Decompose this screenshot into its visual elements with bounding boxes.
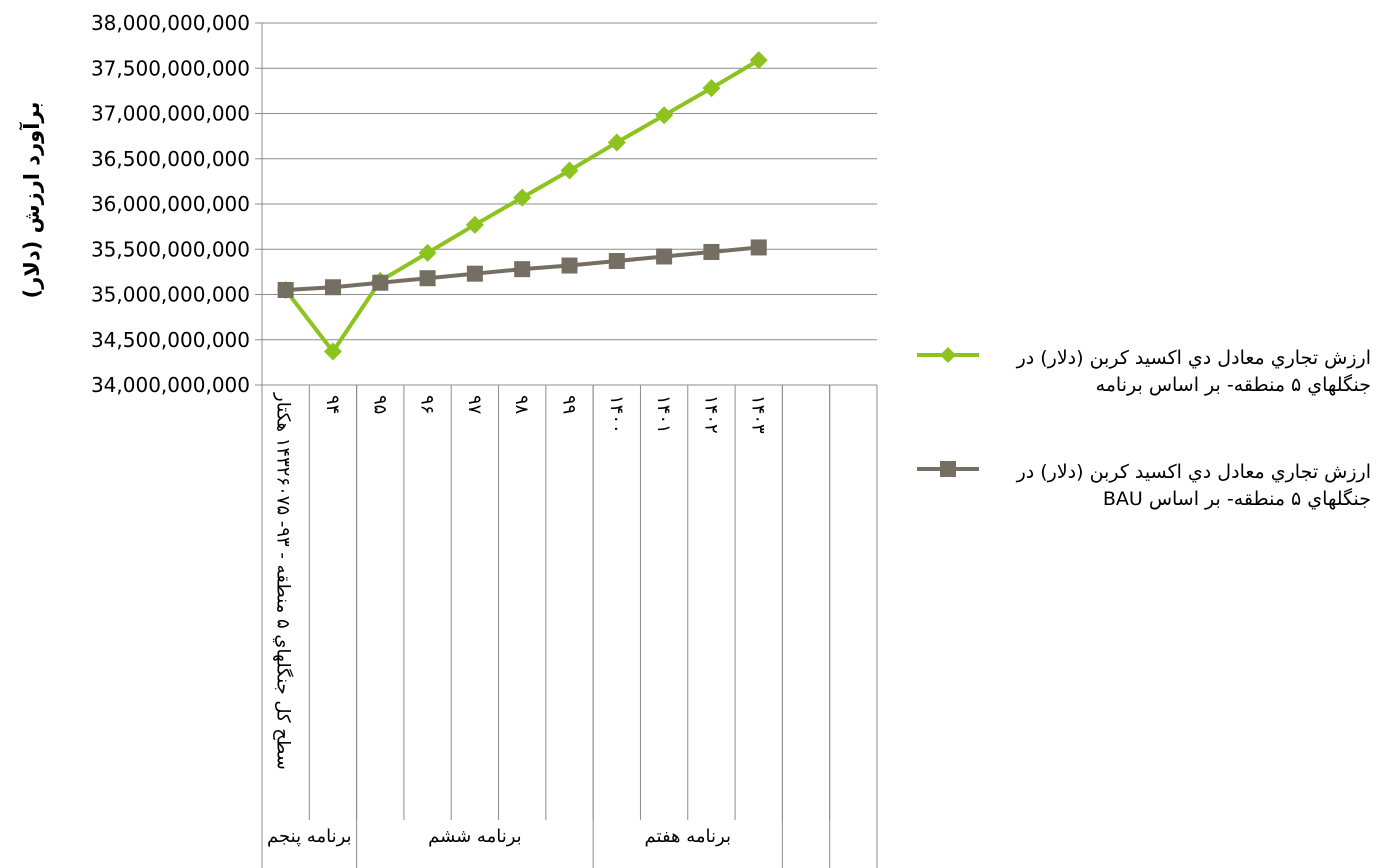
data-point: [560, 161, 579, 180]
data-point: [323, 342, 342, 361]
y-tick-label: 35,500,000,000: [91, 237, 250, 261]
y-tick-label: 35,000,000,000: [91, 283, 250, 307]
x-group-label: برنامه پنجم: [267, 826, 352, 847]
data-point: [514, 261, 531, 278]
x-tick-label: ۹۴: [322, 395, 343, 414]
data-point: [655, 106, 674, 125]
data-point: [419, 270, 436, 287]
series-plan: [276, 51, 768, 361]
series-bau: [277, 239, 767, 298]
series: [276, 51, 768, 361]
diamond-marker-icon: [917, 347, 979, 363]
data-point: [749, 51, 768, 70]
y-tick-label: 36,000,000,000: [91, 192, 250, 216]
data-point: [607, 133, 626, 152]
legend-entry-plan: ارزش تجاري معادل دي اکسيد کربن (دلار) در…: [915, 345, 1375, 455]
data-point: [561, 257, 578, 274]
x-tick-label: سطح کل جنگلهاي ۵ منطقه - ۹۳- ۱۴۳۲۶۰۷۵ هک…: [273, 392, 295, 770]
y-tick-label: 37,500,000,000: [91, 56, 250, 80]
legend-label-bau: ارزش تجاري معادل دي اکسيد کربن (دلار) در…: [1016, 461, 1371, 510]
data-point: [608, 253, 625, 270]
x-tick-label: ۱۴۰۳: [748, 395, 769, 434]
y-tick-label: 36,500,000,000: [91, 147, 250, 171]
x-group-labels: برنامه پنجم برنامه ششم برنامه هفتم: [267, 826, 731, 847]
x-tick-label: ۱۴۰۰: [606, 395, 627, 434]
x-tick-label: ۹۶: [417, 395, 438, 414]
x-tick-labels: سطح کل جنگلهاي ۵ منطقه - ۹۳- ۱۴۳۲۶۰۷۵ هک…: [273, 392, 769, 770]
x-group-label: برنامه ششم: [428, 826, 522, 847]
axes: [255, 22, 878, 868]
data-point: [466, 265, 483, 282]
x-tick-label: ۹۵: [369, 395, 390, 414]
x-tick-label: ۹۹: [559, 395, 580, 414]
x-tick-label: ۹۸: [511, 395, 532, 415]
x-tick-label: ۹۷: [464, 395, 485, 415]
data-point: [418, 243, 437, 262]
x-tick-label: ۱۴۰۱: [653, 395, 674, 434]
y-tick-labels: 34,000,000,000 34,500,000,000 35,000,000,0…: [91, 11, 250, 397]
data-point: [702, 79, 721, 98]
square-marker-icon: [917, 461, 979, 477]
data-point: [750, 239, 767, 256]
data-point: [656, 248, 673, 265]
data-point: [465, 215, 484, 234]
y-tick-label: 34,500,000,000: [91, 328, 250, 352]
x-group-label: برنامه هفتم: [645, 826, 731, 847]
y-tick-label: 38,000,000,000: [91, 11, 250, 35]
y-tick-label: 37,000,000,000: [91, 102, 250, 126]
data-point: [513, 188, 532, 207]
y-axis-title: برآورد ارزش (دلار): [19, 102, 44, 299]
data-point: [277, 281, 294, 298]
legend-entry-bau: ارزش تجاري معادل دي اکسيد کربن (دلار) در…: [915, 459, 1375, 569]
data-point: [703, 243, 720, 260]
y-tick-label: 34,000,000,000: [91, 373, 250, 397]
x-tick-label: ۱۴۰۲: [700, 395, 721, 434]
data-point: [324, 279, 341, 296]
data-point: [372, 274, 389, 291]
legend-label-plan: ارزش تجاري معادل دي اکسيد کربن (دلار) در…: [1016, 347, 1371, 396]
gridlines: [262, 22, 877, 386]
